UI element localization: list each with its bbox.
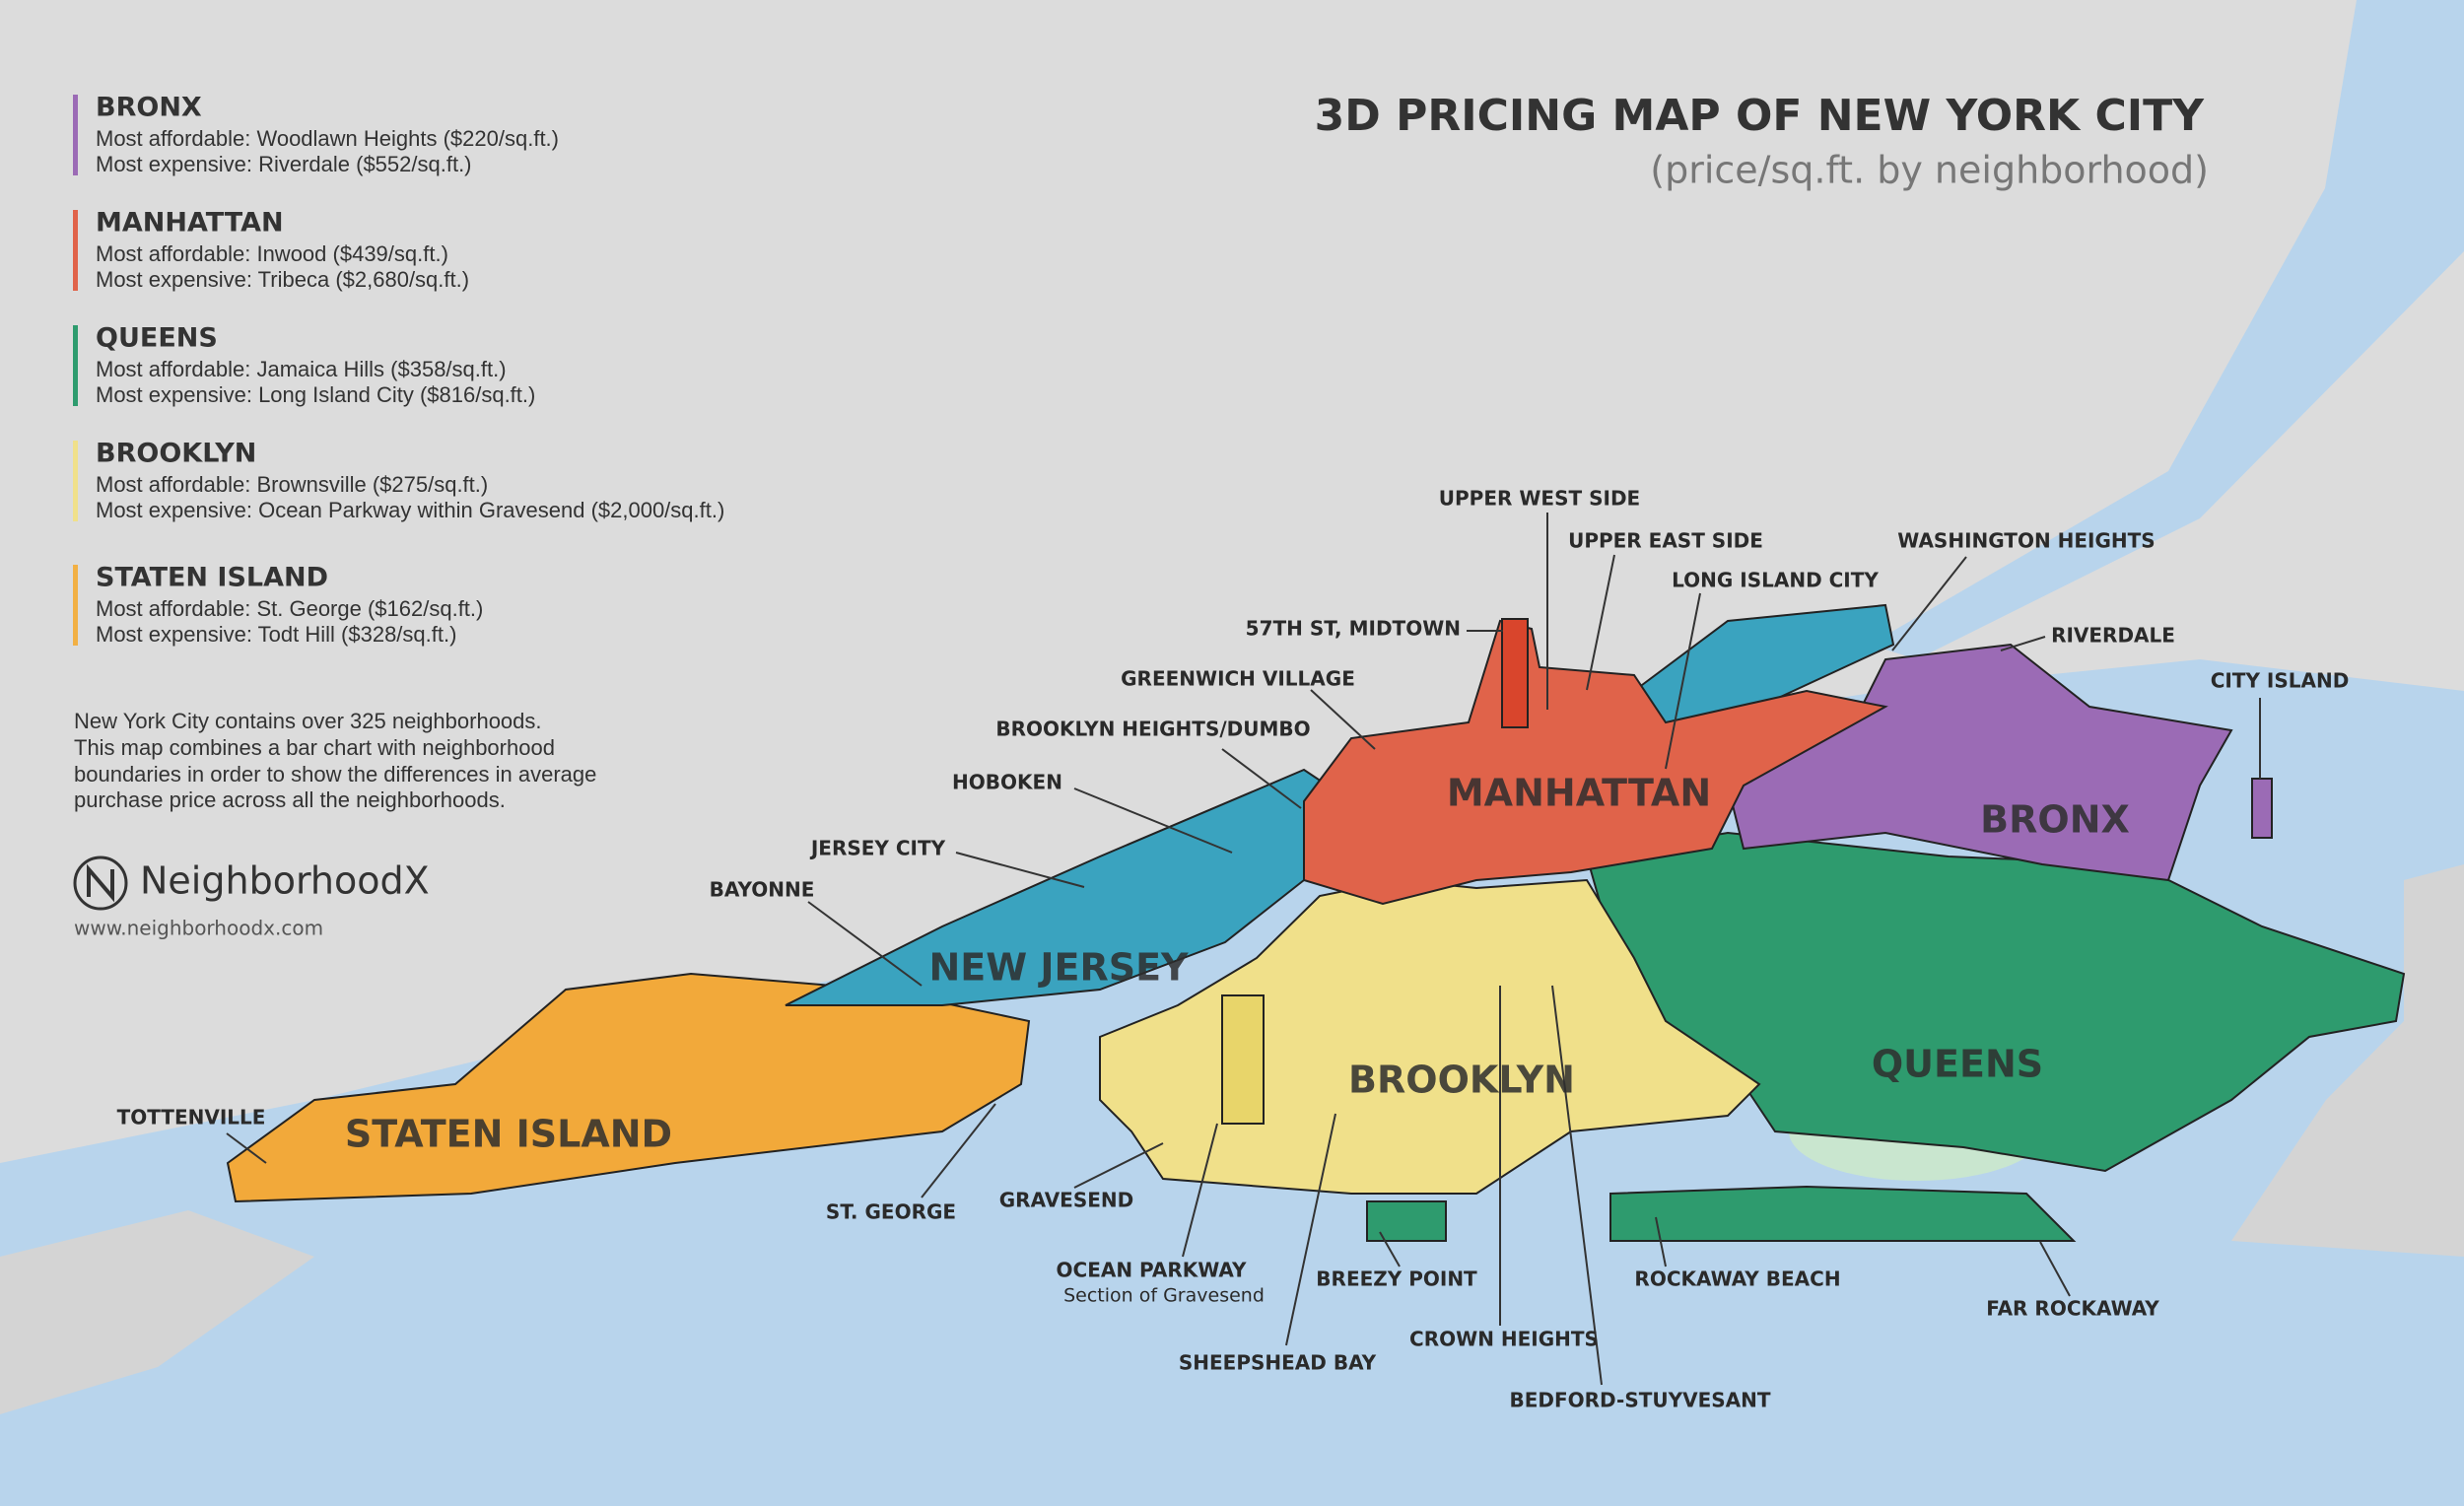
region-label: QUEENS <box>1872 1043 2043 1086</box>
bronx <box>1726 643 2233 882</box>
title: 3D PRICING MAP OF NEW YORK CITY <box>1315 91 2205 141</box>
legend: BRONX Most affordable: Woodlawn Heights (… <box>73 93 724 647</box>
callout-line <box>921 1103 996 1198</box>
ocean-parkway-bar <box>1221 994 1265 1125</box>
city-island <box>2251 778 2273 839</box>
legend-bar <box>73 441 78 521</box>
legend-borough: QUEENS <box>96 323 218 354</box>
brand-name: NeighborhoodX <box>140 859 430 903</box>
neighborhood-label: UPPER WEST SIDE <box>1439 487 1640 511</box>
callout-line <box>2000 636 2046 651</box>
region-labels: MANHATTAN BRONX NEW JERSEY BROOKLYN QUEE… <box>345 772 2130 1156</box>
neighborhood-label: GRAVESEND <box>999 1189 1133 1212</box>
legend-borough: BRONX <box>96 93 202 123</box>
description-line: purchase price across all the neighborho… <box>74 787 506 812</box>
neighborhood-label: GREENWICH VILLAGE <box>1121 667 1355 691</box>
neighborhood-label: OCEAN PARKWAY <box>1057 1259 1247 1282</box>
rockaways <box>1609 1185 2077 1242</box>
description-line: New York City contains over 325 neighbor… <box>74 709 542 733</box>
long-island <box>2231 864 2464 1257</box>
new-jersey-land <box>0 1210 314 1414</box>
callout-line <box>1551 985 1603 1386</box>
neighborhood-label: CROWN HEIGHTS <box>1409 1328 1599 1351</box>
callout-line <box>955 852 1085 888</box>
breezy-point <box>1366 1200 1447 1242</box>
river <box>1870 0 2464 659</box>
staten-island <box>226 972 1031 1203</box>
neighborhood-label: LONG ISLAND CITY <box>1672 569 1879 592</box>
neighborhood-label: SHEEPSHEAD BAY <box>1179 1351 1377 1375</box>
region-label: BROOKLYN <box>1348 1059 1575 1102</box>
region-label: BRONX <box>1980 798 2130 842</box>
legend-bar <box>73 95 78 175</box>
legend-line: Most affordable: Inwood ($439/sq.ft.) <box>96 241 448 266</box>
midtown-bar <box>1501 618 1529 728</box>
neighborhood-label: ROCKAWAY BEACH <box>1634 1267 1840 1291</box>
neighborhood-label: CITY ISLAND <box>2211 669 2350 693</box>
neighborhood-label: WASHINGTON HEIGHTS <box>1897 529 2155 553</box>
legend-line: Most affordable: St. George ($162/sq.ft.… <box>96 596 483 621</box>
neighborhood-labels: UPPER WEST SIDE UPPER EAST SIDE WASHINGT… <box>117 487 2350 1412</box>
neighborhood-note: Section of Gravesend <box>1063 1285 1265 1307</box>
legend-borough: MANHATTAN <box>96 208 284 239</box>
neighborhood-label: BROOKLYN HEIGHTS/DUMBO <box>995 718 1310 741</box>
callout-line <box>807 901 923 987</box>
description-line: boundaries in order to show the differen… <box>74 762 596 787</box>
callouts <box>226 513 2261 1386</box>
legend-line: Most affordable: Brownsville ($275/sq.ft… <box>96 472 488 497</box>
legend-bar <box>73 210 78 291</box>
description: New York City contains over 325 neighbor… <box>74 709 596 812</box>
neighborhood-label: RIVERDALE <box>2051 624 2175 648</box>
callout-line <box>2039 1241 2071 1297</box>
neighborhood-label: ST. GEORGE <box>826 1200 956 1224</box>
callout-line <box>1891 556 1967 651</box>
neighborhood-label: JERSEY CITY <box>809 837 946 860</box>
legend-line: Most expensive: Ocean Parkway within Gra… <box>96 498 724 522</box>
neighborhood-label: UPPER EAST SIDE <box>1568 529 1763 553</box>
callout-line <box>1586 554 1615 691</box>
callout-line <box>1073 787 1233 854</box>
callout-line <box>1665 592 1701 770</box>
neighborhood-label: BEDFORD-STUYVESANT <box>1509 1389 1770 1412</box>
legend-bar <box>73 565 78 646</box>
manhattan <box>1303 619 1888 906</box>
callout-line <box>1182 1123 1218 1258</box>
legend-line: Most affordable: Woodlawn Heights ($220/… <box>96 126 559 151</box>
brand-url: www.neighborhoodx.com <box>74 917 323 940</box>
description-line: This map combines a bar chart with neigh… <box>74 735 555 760</box>
callout-line <box>1310 689 1376 750</box>
legend-line: Most expensive: Riverdale ($552/sq.ft.) <box>96 152 472 176</box>
callout-line <box>1379 1231 1401 1267</box>
neighborhood-label: TOTTENVILLE <box>117 1106 266 1130</box>
legend-bar <box>73 325 78 406</box>
legend-line: Most expensive: Todt Hill ($328/sq.ft.) <box>96 622 456 647</box>
region-label: NEW JERSEY <box>928 946 1189 990</box>
legend-line: Most expensive: Long Island City ($816/s… <box>96 382 535 407</box>
region-label: STATEN ISLAND <box>345 1113 672 1156</box>
callout-line <box>1073 1142 1164 1189</box>
legend-line: Most expensive: Tribeca ($2,680/sq.ft.) <box>96 267 469 292</box>
subtitle: (price/sq.ft. by neighborhood) <box>1650 149 2209 192</box>
neighborhood-label: HOBOKEN <box>952 771 1062 794</box>
legend-borough: BROOKLYN <box>96 439 256 469</box>
brand: NeighborhoodX www.neighborhoodx.com <box>73 856 430 940</box>
callout-line <box>1655 1216 1667 1267</box>
neighborhood-label: BREEZY POINT <box>1316 1267 1477 1291</box>
logo-circle <box>73 856 128 911</box>
brooklyn <box>1099 878 1761 1195</box>
callout-line <box>1285 1113 1336 1346</box>
neighborhood-label: FAR ROCKAWAY <box>1986 1297 2159 1321</box>
callout-line <box>226 1132 267 1164</box>
legend-line: Most affordable: Jamaica Hills ($358/sq.… <box>96 357 507 381</box>
neighborhood-label: 57TH ST, MIDTOWN <box>1246 617 1461 641</box>
region-label: MANHATTAN <box>1447 772 1711 815</box>
neighborhood-label: BAYONNE <box>710 878 815 902</box>
callout-line <box>1221 748 1302 809</box>
logo-mark <box>87 863 114 903</box>
legend-borough: STATEN ISLAND <box>96 563 328 593</box>
